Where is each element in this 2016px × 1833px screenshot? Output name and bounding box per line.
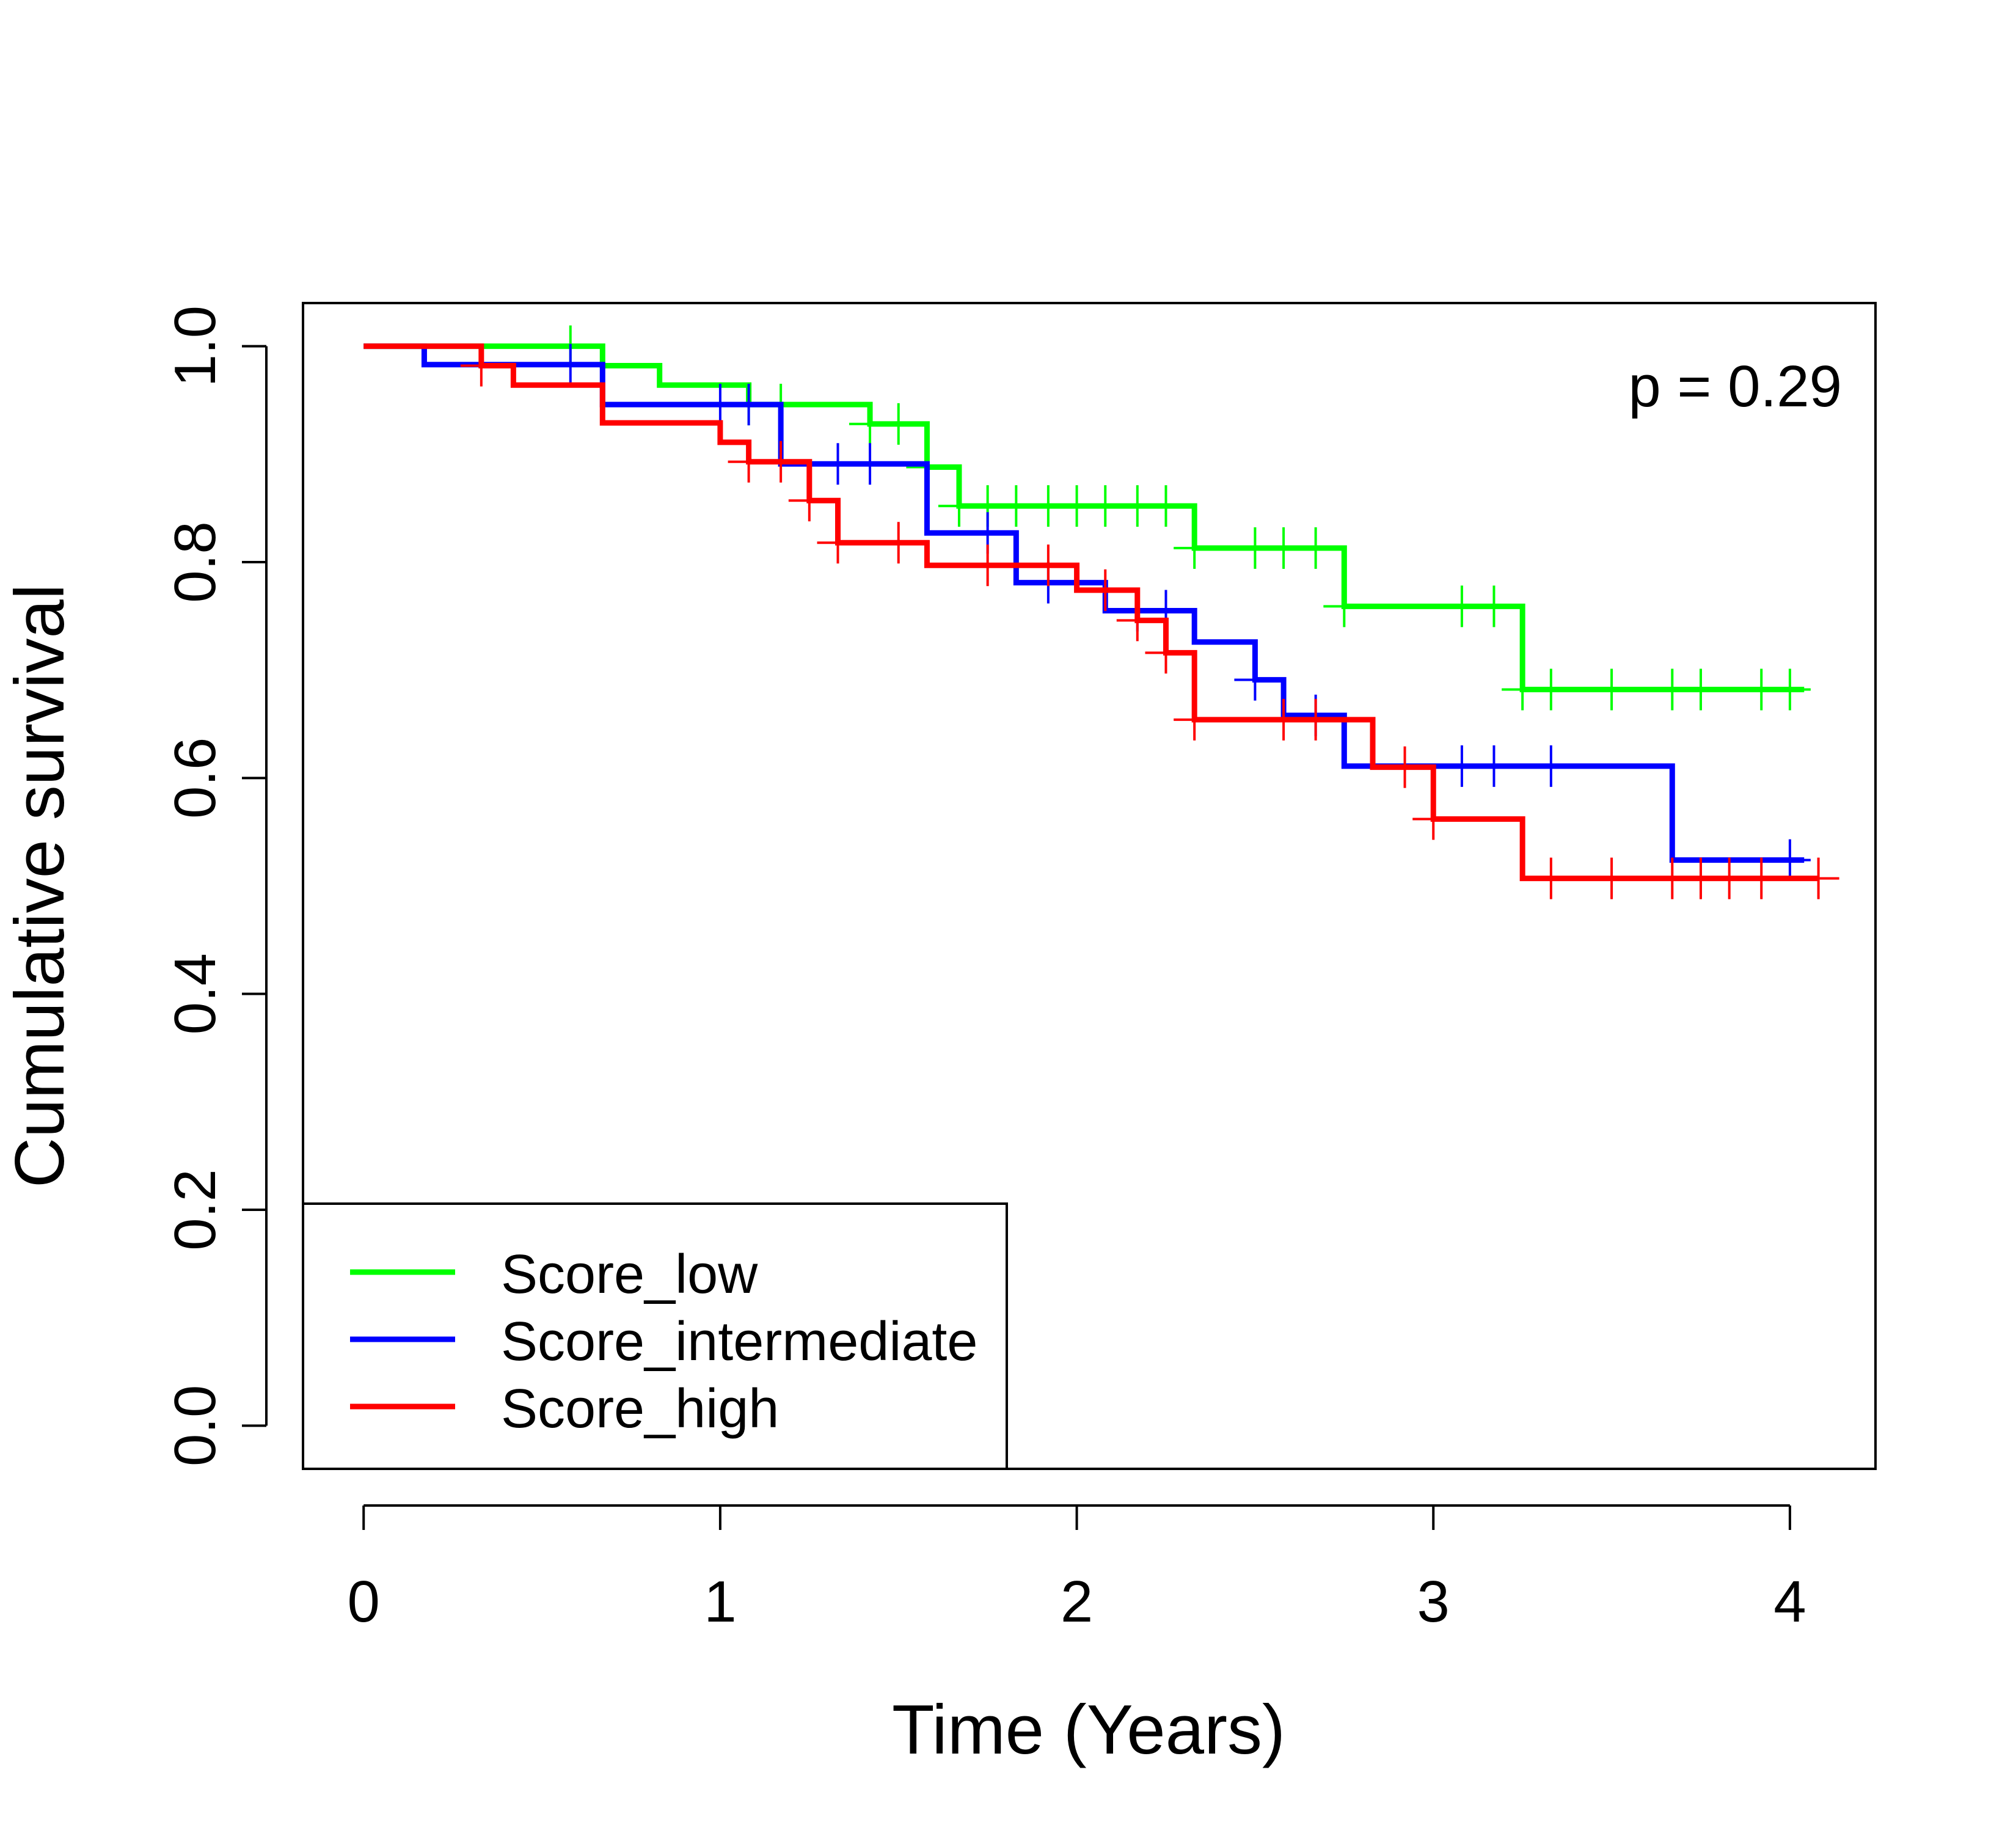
y-tick-label: 1.0	[163, 306, 228, 387]
legend-label: Score_low	[501, 1244, 758, 1305]
x-axis-label: Time (Years)	[892, 1691, 1285, 1769]
y-tick-label: 0.4	[163, 953, 228, 1034]
x-tick-label: 0	[348, 1569, 380, 1634]
series-Score_high	[363, 343, 1839, 899]
plot-frame	[302, 302, 1877, 1470]
x-tick-label: 4	[1773, 1569, 1806, 1634]
axes: 0 1 2 3 4 0.0 0.2 0.4 0.6 0.8 1.0	[163, 302, 1877, 1634]
y-tick-label: 0.0	[163, 1385, 228, 1466]
y-axis-label: Cumulative survival	[1, 584, 79, 1188]
p-value-annotation: p = 0.29	[1628, 354, 1842, 419]
y-tick-label: 0.8	[163, 521, 228, 602]
x-tick-label: 2	[1061, 1569, 1093, 1634]
x-tick-label: 1	[704, 1569, 736, 1634]
y-tick-label: 0.6	[163, 737, 228, 819]
survival-curve	[363, 343, 1805, 863]
series-layer	[363, 325, 1839, 899]
legend-label: Score_intermediate	[501, 1311, 977, 1372]
legend-label: Score_high	[501, 1378, 779, 1440]
survival-curve	[363, 343, 1819, 882]
x-tick-label: 3	[1417, 1569, 1450, 1634]
series-Score_intermediate	[363, 343, 1811, 881]
legend-box	[302, 1202, 1008, 1470]
survival-curve	[363, 343, 1805, 692]
y-tick-label: 0.2	[163, 1169, 228, 1250]
